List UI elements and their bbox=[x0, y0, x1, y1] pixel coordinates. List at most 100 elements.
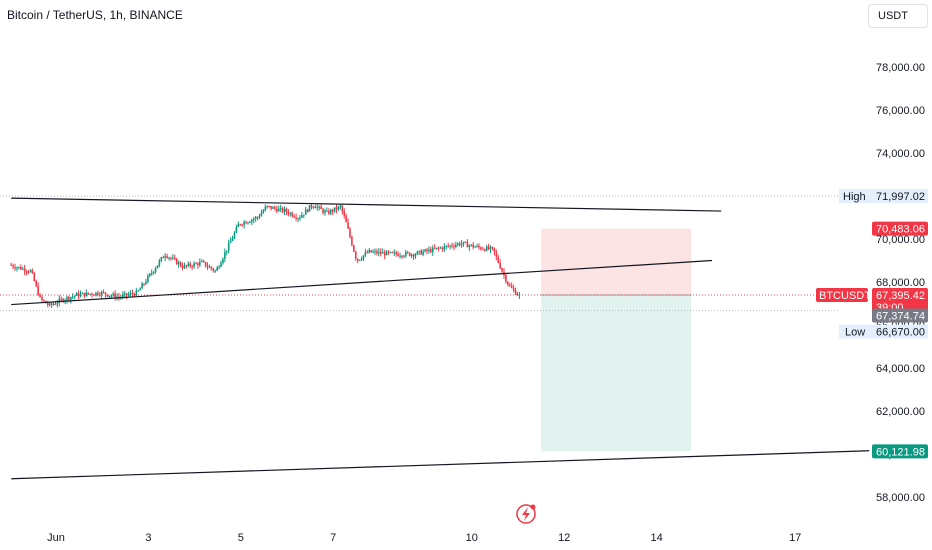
x-tick-label: Jun bbox=[47, 532, 65, 544]
candle-body bbox=[347, 222, 349, 229]
candle-body bbox=[227, 242, 230, 251]
candle-body bbox=[374, 251, 376, 253]
candle-body bbox=[95, 292, 97, 296]
candle-body bbox=[339, 205, 342, 207]
candle-body bbox=[274, 207, 276, 209]
candle-body bbox=[426, 249, 428, 252]
candle-body bbox=[302, 214, 305, 216]
candle-body bbox=[233, 232, 236, 239]
position-zones[interactable] bbox=[541, 228, 692, 452]
candle-body bbox=[430, 249, 432, 253]
candle-body bbox=[372, 251, 374, 253]
candle-body bbox=[447, 245, 449, 247]
candle-body bbox=[237, 224, 240, 227]
candle-body bbox=[256, 217, 259, 219]
candle-body bbox=[507, 281, 509, 285]
candle-body bbox=[401, 255, 403, 257]
candle-body bbox=[437, 247, 440, 249]
prev-close-label: 67,374.74 bbox=[876, 310, 925, 322]
candle-body bbox=[508, 284, 511, 287]
trendline-long-term-support[interactable] bbox=[11, 450, 870, 480]
candle-body bbox=[54, 303, 57, 305]
candle-body bbox=[410, 254, 413, 256]
candle-body bbox=[100, 291, 103, 296]
candle-body bbox=[68, 296, 70, 300]
candle-body bbox=[25, 271, 28, 273]
candle-body bbox=[333, 207, 336, 212]
candle-body bbox=[200, 260, 203, 262]
x-axis[interactable]: Jun 3 5 7 10 12 14 17 bbox=[47, 532, 801, 544]
candle-body bbox=[239, 224, 242, 226]
high-label-bg bbox=[839, 189, 928, 204]
candle-body bbox=[37, 285, 39, 295]
stop-price-label-value: 70,483.06 bbox=[876, 224, 925, 236]
candle-body bbox=[141, 283, 143, 289]
candle-body bbox=[356, 258, 359, 261]
candle-body bbox=[31, 270, 34, 274]
candle-body bbox=[276, 208, 278, 212]
candle-body bbox=[260, 212, 263, 217]
candle-body bbox=[245, 221, 247, 224]
candle-body bbox=[98, 294, 101, 296]
y-tick-label: 58,000.00 bbox=[876, 492, 925, 504]
candle-body bbox=[97, 292, 99, 295]
currency-button[interactable]: USDT bbox=[868, 4, 928, 28]
candle-body bbox=[295, 217, 297, 219]
candle-body bbox=[204, 261, 207, 267]
candle-body bbox=[505, 275, 507, 282]
take-profit-zone[interactable] bbox=[541, 294, 692, 452]
candle-body bbox=[137, 290, 140, 292]
candle-body bbox=[464, 241, 467, 243]
candle-body bbox=[83, 292, 86, 297]
candle-body bbox=[254, 217, 257, 219]
candle-body bbox=[20, 266, 22, 270]
candle-body bbox=[455, 244, 457, 247]
candle-body bbox=[14, 267, 16, 269]
candle-body bbox=[418, 250, 421, 252]
candle-body bbox=[41, 296, 43, 300]
candle-body bbox=[60, 298, 63, 300]
high-label-text: High bbox=[843, 191, 866, 203]
y-axis[interactable]: 58,000.0060,000.0062,000.0064,000.0066,0… bbox=[876, 62, 925, 504]
stop-loss-zone[interactable] bbox=[541, 228, 692, 295]
candle-body bbox=[10, 264, 12, 266]
candle-body bbox=[472, 244, 474, 248]
candle-body bbox=[335, 207, 338, 210]
candle-body bbox=[441, 247, 444, 250]
candle-body bbox=[235, 226, 238, 233]
candle-body bbox=[354, 251, 357, 259]
trendline-upper-resistance[interactable] bbox=[11, 197, 722, 212]
candle-body bbox=[56, 303, 59, 305]
candle-body bbox=[480, 247, 482, 250]
candle-body bbox=[510, 286, 513, 289]
candle-body bbox=[191, 266, 193, 268]
candle-body bbox=[106, 294, 109, 297]
candle-body bbox=[312, 206, 315, 208]
candle-body bbox=[216, 267, 218, 271]
candle-body bbox=[202, 260, 205, 262]
candle-body bbox=[150, 272, 153, 274]
candle-body bbox=[289, 213, 292, 215]
lightning-icon[interactable] bbox=[516, 504, 536, 524]
candle-body bbox=[241, 224, 243, 226]
candle-body bbox=[189, 263, 192, 267]
candle-body bbox=[177, 262, 180, 265]
candle-body bbox=[224, 252, 226, 259]
candle-body bbox=[491, 247, 494, 249]
candle-body bbox=[345, 215, 347, 223]
x-tick-label: 3 bbox=[145, 532, 151, 544]
candle-body bbox=[306, 209, 309, 212]
trendline-lower-support[interactable] bbox=[11, 259, 713, 306]
candle-body bbox=[379, 251, 382, 254]
y-tick-label: 64,000.00 bbox=[876, 363, 925, 375]
candle-body bbox=[349, 228, 351, 237]
candle-body bbox=[489, 247, 492, 250]
candle-body bbox=[193, 263, 195, 267]
candle-body bbox=[351, 236, 353, 246]
candle-body bbox=[71, 296, 74, 298]
candle-body bbox=[470, 244, 473, 246]
candle-body bbox=[514, 289, 517, 295]
candle-body bbox=[297, 218, 299, 220]
trendlines[interactable] bbox=[11, 197, 870, 480]
